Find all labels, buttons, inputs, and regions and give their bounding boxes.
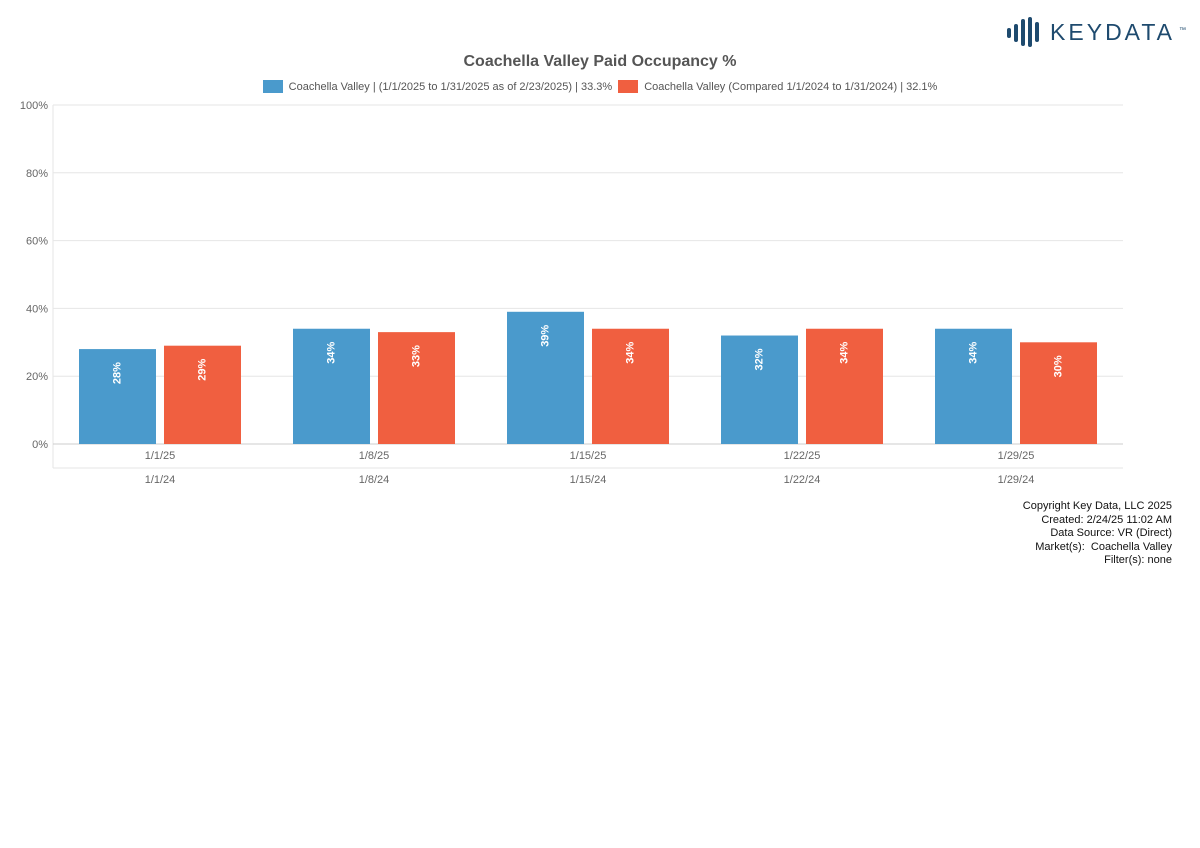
logo-text: KEYDATA	[1050, 18, 1175, 45]
bar-2025	[293, 328, 370, 444]
footer-filters: Filter(s): none	[1104, 554, 1172, 566]
footer-copyright: Copyright Key Data, LLC 2025	[1022, 500, 1172, 512]
x-tick-label: 1/8/25	[359, 450, 390, 462]
legend-item-2025[interactable]: Coachella Valley | (1/1/2025 to 1/31/202…	[262, 80, 613, 93]
legend-item-2024[interactable]: Coachella Valley (Compared 1/1/2024 to 1…	[618, 80, 937, 93]
x-tick-label: 1/22/25	[784, 450, 821, 462]
legend-label-2025: Coachella Valley | (1/1/2025 to 1/31/202…	[288, 80, 613, 93]
legend-swatch-2025	[262, 80, 283, 93]
bar-2024	[378, 332, 455, 444]
bar-data-label: 34%	[838, 342, 850, 364]
x-tick-label-secondary: 1/29/24	[998, 474, 1035, 486]
y-tick-label: 60%	[26, 236, 48, 248]
legend-swatch-2024	[618, 80, 639, 93]
y-tick-label: 100%	[20, 100, 48, 112]
bar-2024	[1020, 342, 1097, 444]
bar-data-label: 30%	[1052, 355, 1064, 377]
keydata-bars-icon	[1007, 17, 1040, 47]
footer-created: Created: 2/24/25 11:02 AM	[1041, 513, 1172, 526]
bar-data-label: 32%	[753, 348, 765, 370]
bar-2025	[721, 335, 798, 444]
bar-data-label: 34%	[967, 342, 979, 364]
keydata-logo: KEYDATA ™	[1006, 16, 1186, 48]
footer-data-source: Data Source: VR (Direct)	[1050, 527, 1172, 539]
x-tick-label-secondary: 1/1/24	[145, 474, 176, 486]
x-tick-label: 1/1/25	[145, 450, 176, 462]
bar-2024	[806, 328, 883, 444]
bar-data-label: 34%	[325, 342, 337, 364]
x-tick-label: 1/15/25	[570, 450, 607, 462]
bar-2025	[935, 328, 1012, 444]
y-tick-label: 20%	[26, 371, 48, 383]
logo-trademark: ™	[1179, 26, 1186, 34]
legend-label-2024: Coachella Valley (Compared 1/1/2024 to 1…	[644, 80, 938, 93]
footer-info: Copyright Key Data, LLC 2025 Created: 2/…	[1023, 500, 1172, 568]
bar-2025	[79, 349, 156, 444]
x-tick-label-secondary: 1/22/24	[784, 474, 821, 486]
bar-2024	[592, 328, 669, 444]
y-tick-label: 0%	[32, 439, 48, 451]
bar-data-label: 33%	[410, 345, 422, 367]
bar-chart: 0% 20% 40% 60% 80% 100% 28% 29% 1/1/25 1/1/24 34% 3…	[20, 100, 1123, 486]
bar-2024	[164, 345, 241, 444]
bar-data-label: 39%	[539, 325, 551, 347]
bar-data-label: 28%	[111, 362, 123, 384]
footer-markets: Market(s): Coachella Valley	[1035, 540, 1172, 553]
x-tick-label: 1/29/25	[998, 450, 1035, 462]
bar-data-label: 34%	[624, 342, 636, 364]
x-tick-label-secondary: 1/8/24	[359, 474, 390, 486]
chart-title: Coachella Valley Paid Occupancy %	[463, 53, 737, 70]
bar-data-label: 29%	[196, 358, 208, 380]
y-tick-label: 80%	[26, 168, 48, 180]
y-tick-label: 40%	[26, 303, 48, 315]
x-tick-label-secondary: 1/15/24	[570, 474, 607, 486]
bar-2025	[507, 311, 584, 444]
chart-legend: Coachella Valley | (1/1/2025 to 1/31/202…	[0, 80, 1200, 93]
